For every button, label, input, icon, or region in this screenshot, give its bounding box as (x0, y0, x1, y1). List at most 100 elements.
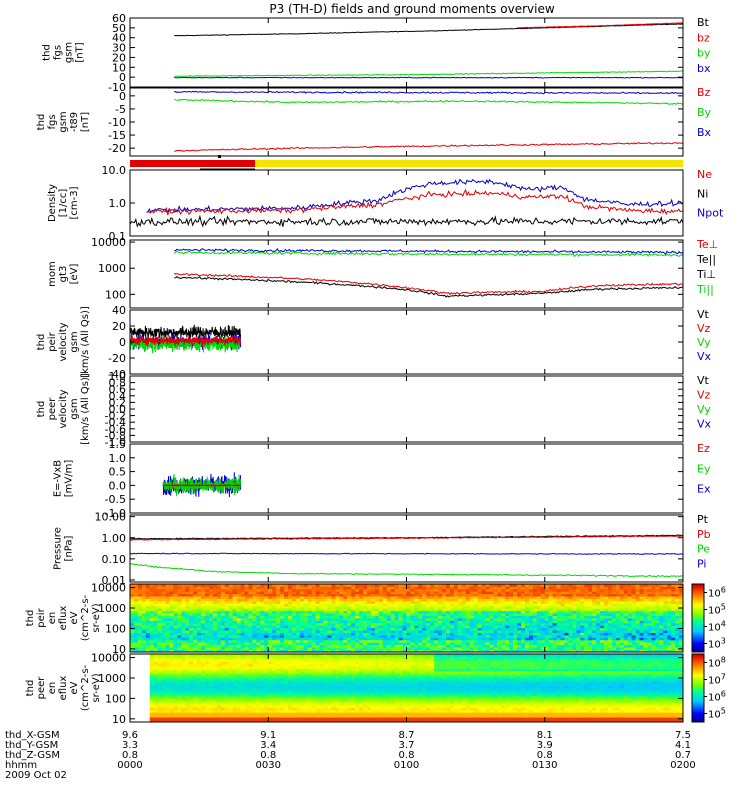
heatmap-cell (145, 642, 151, 646)
heatmap-cell (197, 673, 202, 677)
heatmap-cell (256, 618, 261, 621)
heatmap-cell (216, 675, 222, 679)
heatmap-cell (339, 647, 344, 650)
y-tick-label: 30 (112, 42, 126, 55)
heatmap-cell (505, 598, 510, 602)
heatmap-cell (639, 649, 644, 653)
heatmap-cell (145, 685, 151, 689)
heatmap-cell (141, 644, 147, 648)
heatmap-cell (319, 639, 324, 643)
heatmap-cell (528, 622, 534, 626)
heatmap-cell (552, 637, 557, 641)
heatmap-cell (481, 618, 486, 621)
heatmap-cell (643, 649, 648, 653)
heatmap-cell (141, 647, 147, 650)
heatmap-cell (272, 630, 277, 633)
heatmap-cell (576, 591, 581, 595)
heatmap-cell (185, 608, 190, 612)
heatmap-cell (161, 649, 166, 653)
heatmap-cell (671, 584, 676, 587)
heatmap-cell (137, 605, 143, 609)
heatmap-cell (185, 622, 190, 626)
heatmap-cell (422, 601, 427, 604)
heatmap-cell (197, 647, 202, 650)
heatmap-cell (133, 685, 139, 689)
heatmap-cell (212, 714, 218, 718)
heatmap-cell (600, 627, 605, 631)
heatmap-cell (189, 601, 194, 604)
heatmap-cell (477, 625, 482, 629)
heatmap-cell (359, 603, 364, 607)
heatmap-cell (149, 668, 155, 672)
heatmap-cell (248, 649, 253, 653)
heatmap-cell (469, 598, 475, 602)
heatmap-cell (276, 618, 281, 621)
heatmap-cell (521, 610, 526, 614)
heatmap-cell (260, 610, 265, 614)
heatmap-cell (651, 603, 656, 607)
heatmap-cell (501, 627, 506, 631)
heatmap-cell (671, 601, 676, 604)
heatmap-cell (446, 637, 451, 641)
heatmap-cell (130, 596, 135, 599)
heatmap-cell (469, 586, 475, 590)
heatmap-cell (402, 591, 407, 595)
heatmap-cell (382, 613, 388, 616)
heatmap-cell (521, 644, 526, 648)
heatmap-cell (481, 601, 486, 604)
heatmap-cell (260, 605, 265, 609)
heatmap-cell (149, 637, 155, 641)
heatmap-cell (398, 591, 403, 595)
heatmap-cell (197, 649, 202, 653)
heatmap-cell (232, 584, 238, 587)
heatmap-cell (544, 637, 550, 641)
heatmap-cell (386, 593, 392, 597)
heatmap-cell (525, 586, 530, 590)
heatmap-cell (240, 632, 245, 636)
heatmap-cell (331, 593, 336, 597)
y-tick-label: -5 (115, 103, 126, 116)
heatmap-cell (244, 639, 249, 643)
heatmap-cell (659, 615, 664, 619)
heatmap-cell (532, 608, 538, 612)
colorbar-cell (692, 592, 704, 595)
heatmap-cell (256, 635, 261, 638)
heatmap-cell (501, 586, 506, 590)
heatmap-cell (323, 625, 328, 629)
heatmap-cell (264, 603, 269, 607)
heatmap-cell (560, 598, 565, 602)
heatmap-cell (422, 610, 427, 614)
heatmap-cell (212, 685, 218, 689)
heatmap-cell (446, 618, 451, 621)
heatmap-cell (161, 588, 166, 592)
heatmap-cell (339, 649, 344, 653)
heatmap-cell (335, 601, 340, 604)
heatmap-cell (173, 690, 178, 694)
heatmap-cell (386, 615, 392, 619)
heatmap-cell (418, 642, 423, 646)
heatmap-cell (276, 642, 281, 646)
heatmap-cell (173, 678, 178, 682)
heatmap-cell (201, 709, 206, 713)
heatmap-cell (319, 644, 324, 648)
heatmap-cell (509, 615, 514, 619)
heatmap-cell (291, 635, 297, 638)
heatmap-cell (469, 588, 475, 592)
heatmap-cell (280, 601, 285, 604)
heatmap-cell (655, 627, 660, 631)
heatmap-cell (280, 596, 285, 599)
heatmap-cell (133, 584, 139, 587)
heatmap-cell (568, 627, 573, 631)
heatmap-cell (528, 625, 534, 629)
heatmap-cell (505, 615, 510, 619)
heatmap-cell (623, 593, 629, 597)
heatmap-cell (517, 613, 522, 616)
heatmap-cell (137, 596, 143, 599)
heatmap-cell (177, 671, 182, 674)
heatmap-cell (169, 618, 174, 621)
heatmap-cell (679, 615, 684, 619)
heatmap-cell (430, 596, 435, 599)
heatmap-cell (449, 591, 455, 595)
heatmap-cell (165, 593, 170, 597)
heatmap-cell (592, 596, 597, 599)
